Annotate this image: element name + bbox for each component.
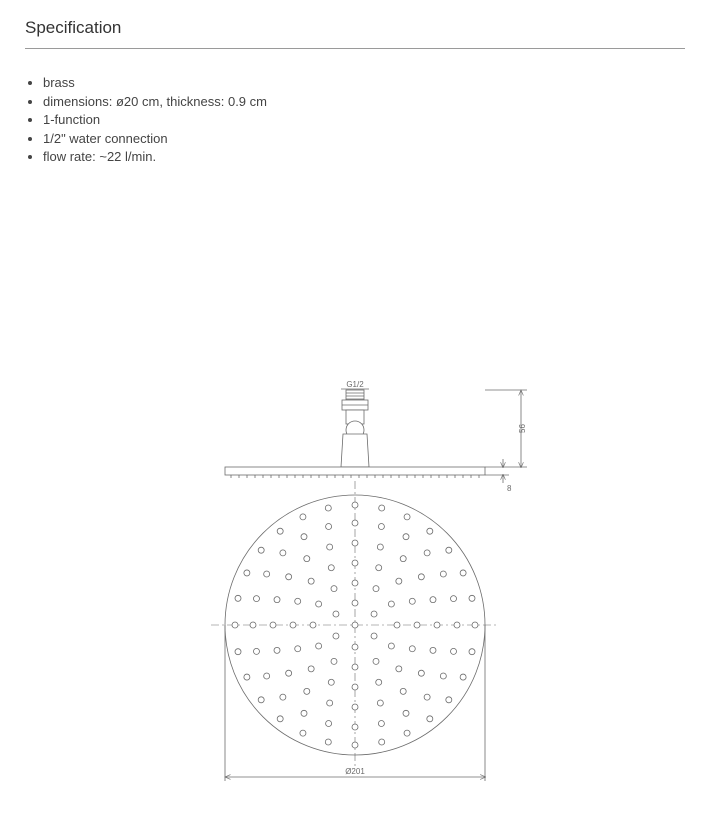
spec-item: 1-function	[43, 112, 685, 128]
spec-list: brass dimensions: ø20 cm, thickness: 0.9…	[25, 75, 685, 165]
technical-drawing: G1/2 56 8 Ø201	[115, 215, 595, 815]
svg-text:56: 56	[518, 423, 527, 432]
spec-item: dimensions: ø20 cm, thickness: 0.9 cm	[43, 94, 685, 110]
spec-item: brass	[43, 75, 685, 91]
specification-heading: Specification	[25, 18, 685, 49]
spec-item: 1/2" water connection	[43, 131, 685, 147]
svg-text:8: 8	[507, 484, 512, 493]
svg-text:Ø201: Ø201	[345, 767, 365, 776]
spec-item: flow rate: ~22 l/min.	[43, 149, 685, 165]
svg-text:G1/2: G1/2	[346, 380, 364, 389]
